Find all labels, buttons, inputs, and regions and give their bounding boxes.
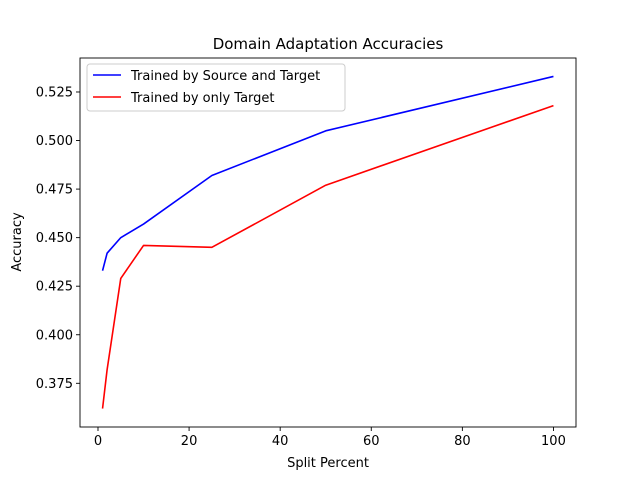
legend-box bbox=[86, 63, 346, 112]
x-tick-label: 80 bbox=[454, 434, 471, 449]
y-tick-label: 0.375 bbox=[36, 377, 73, 392]
x-tick-label: 60 bbox=[363, 434, 380, 449]
chart-title: Domain Adaptation Accuracies bbox=[213, 35, 444, 53]
y-tick-label: 0.425 bbox=[36, 280, 73, 295]
y-tick-label: 0.500 bbox=[36, 134, 73, 149]
y-tick-label: 0.450 bbox=[36, 231, 73, 246]
x-tick-label: 20 bbox=[181, 434, 198, 449]
x-tick-label: 40 bbox=[272, 434, 289, 449]
plot-lines bbox=[101, 75, 554, 409]
y-axis-label: Accuracy bbox=[10, 212, 25, 272]
axes: 0 20 40 60 80 100 0.375 0.400 0.425 0.450 0.475 0.5… bbox=[36, 57, 577, 449]
series-line-1 bbox=[101, 104, 554, 409]
y-tick-label: 0.525 bbox=[36, 85, 73, 100]
x-tick-label: 0 bbox=[94, 434, 102, 449]
legend-label-0: Trained by Source and Target bbox=[130, 69, 320, 84]
series-line-0 bbox=[101, 75, 554, 271]
legend-label-1: Trained by only Target bbox=[130, 91, 275, 106]
y-tick-label: 0.475 bbox=[36, 183, 73, 198]
plot-frame bbox=[79, 57, 577, 428]
y-tick-label: 0.400 bbox=[36, 328, 73, 343]
x-tick-label: 100 bbox=[541, 434, 566, 449]
x-axis-label: Split Percent bbox=[287, 456, 369, 471]
legend: Trained by Source and Target Trained by o… bbox=[86, 63, 346, 112]
